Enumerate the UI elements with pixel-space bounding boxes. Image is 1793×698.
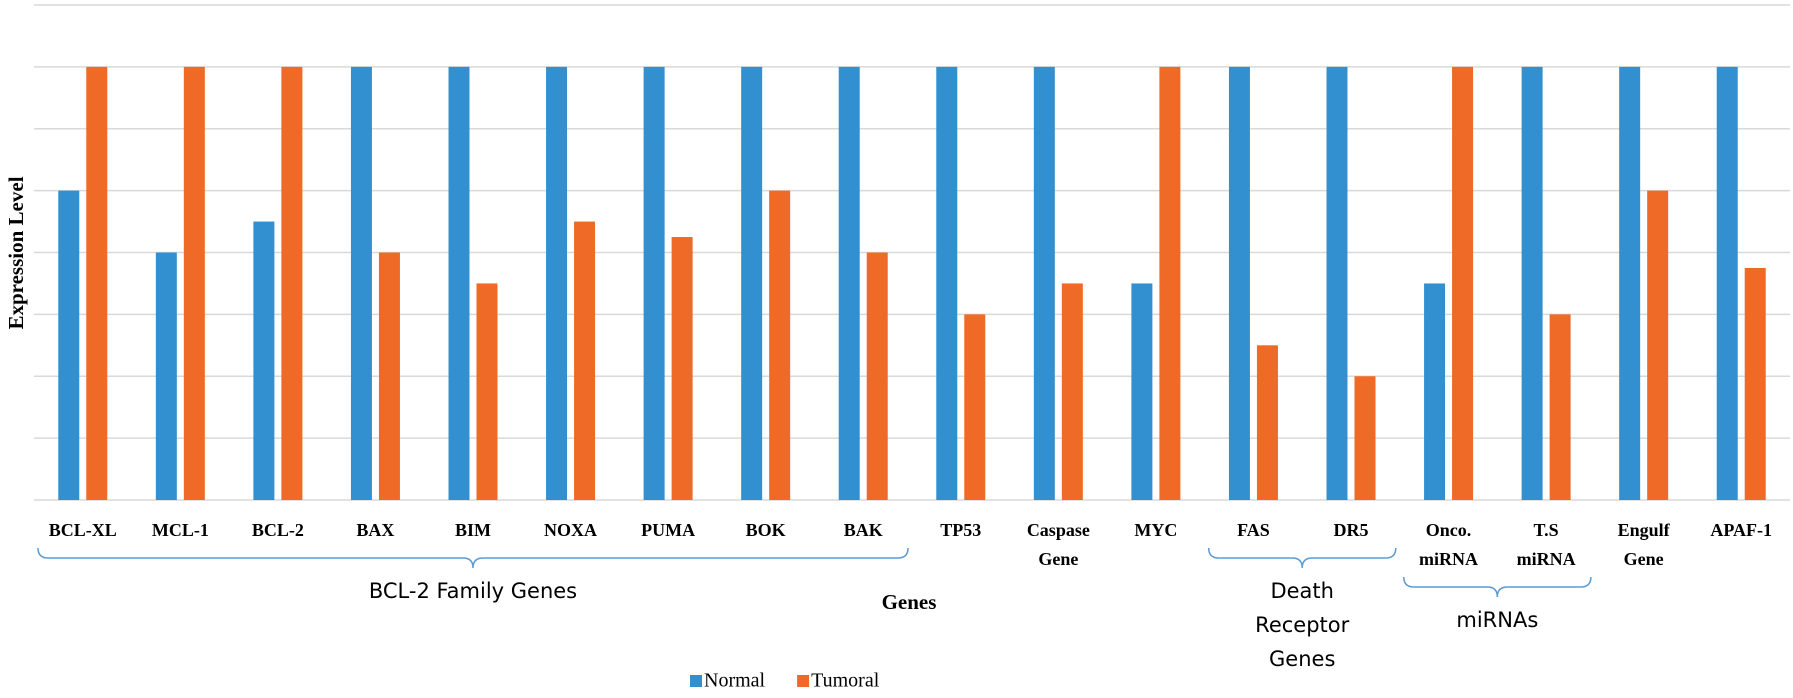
bar [1354,376,1376,500]
bar [378,252,400,500]
group-brace [1403,576,1592,598]
bar [155,252,177,500]
bar [1521,66,1543,500]
bar [1033,66,1055,500]
bar [546,66,568,500]
bar [741,66,763,500]
bar [1744,267,1766,500]
group-label: miRNAs [1456,608,1538,632]
group-brace [1207,547,1397,569]
bar [1228,66,1250,500]
x-tick-label: BIM [455,520,491,540]
bar [671,237,693,500]
bar [1619,66,1641,500]
y-axis-title: Expression Level [4,176,28,329]
bar [769,190,791,500]
bar [936,66,958,500]
bar [350,66,372,500]
bar [1647,190,1669,500]
group-label: Death Receptor Genes [1255,579,1349,671]
x-tick-label: BOK [746,520,786,540]
bar [1326,66,1348,500]
bar [643,66,665,500]
bar [1061,283,1083,500]
bar [448,66,470,500]
legend-label: Normal [704,670,766,692]
x-tick-label: BCL-2 [252,520,304,540]
x-tick-label: APAF-1 [1710,520,1772,540]
bar [1452,66,1474,500]
x-tick-label: BAX [356,520,394,540]
x-axis-title: Genes [882,590,937,614]
group-label: BCL-2 Family Genes [369,579,577,603]
bar [86,66,108,500]
legend-swatch [690,675,702,687]
x-tick-label: T.S miRNA [1517,520,1576,569]
legend-swatch [797,675,810,687]
bar [1424,283,1446,500]
x-tick-label: FAS [1237,520,1270,540]
x-tick-label: Onco. miRNA [1419,520,1478,569]
x-tick-label: DR5 [1334,520,1369,540]
x-tick-label: BAK [844,520,883,540]
bar [183,66,205,500]
x-tick-label: MYC [1134,520,1177,540]
x-tick-label: Engulf Gene [1618,520,1671,569]
bar [964,314,986,500]
bar [1549,314,1571,500]
x-tick-label: NOXA [544,520,597,540]
bar [574,221,596,500]
bar [281,66,303,500]
x-tick-label: BCL-XL [49,520,117,540]
x-tick-label: MCL-1 [152,520,209,540]
bar [476,283,498,500]
bar [1159,66,1181,500]
bar [838,66,860,500]
bar [1256,345,1278,500]
x-tick-label: TP53 [940,520,981,540]
bar [866,252,888,500]
group-brace [37,547,909,569]
bar [253,221,275,500]
bar [1716,66,1738,500]
x-tick-label: PUMA [641,520,695,540]
legend-label: Tumoral [811,670,880,692]
x-tick-label: Caspase Gene [1027,520,1090,569]
bar [58,190,80,500]
bar [1131,283,1153,500]
